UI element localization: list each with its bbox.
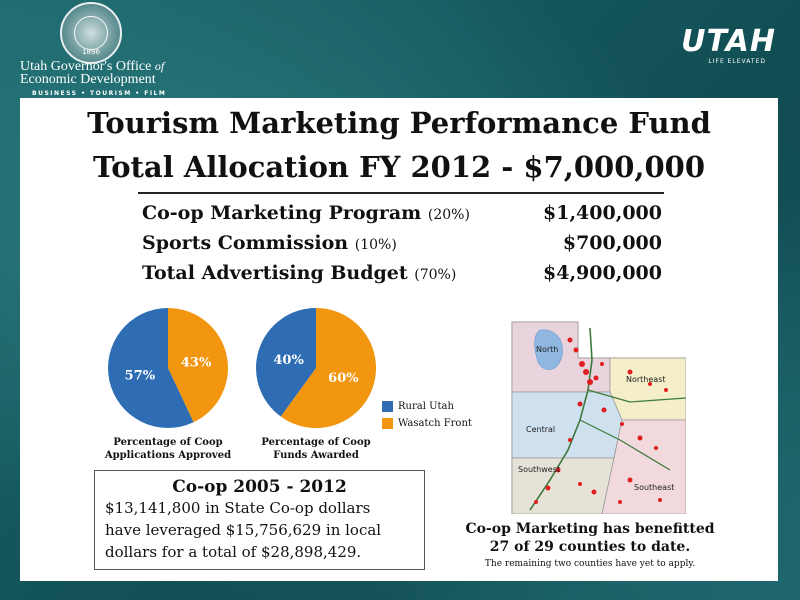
page-title: Tourism Marketing Performance Fund [87, 106, 711, 140]
map-note: The remaining two counties have yet to a… [484, 559, 696, 569]
map-label-northeast: Northeast [626, 375, 666, 384]
allocation-pct: (70%) [414, 267, 457, 283]
map-label-southwest: Southwest [518, 465, 560, 474]
pie-caption-line: Applications Approved [104, 450, 232, 461]
coop-summary-box: Co-op 2005 - 2012 $13,141,800 in State C… [94, 470, 425, 570]
allocation-pct: (10%) [354, 237, 397, 253]
utah-tagline: LIFE ELEVATED [708, 58, 766, 65]
office-line2: Economic Development [20, 72, 156, 87]
map-label-central: Central [526, 425, 555, 434]
allocation-amount: $1,400,000 [543, 202, 662, 224]
seal-year: 1896 [82, 48, 100, 56]
pie-data-label: 60% [328, 371, 359, 386]
legend-label: Rural Utah [398, 401, 454, 412]
pie-data-label: 40% [273, 353, 304, 368]
allocation-name: Sports Commission [142, 232, 349, 254]
map-caption-line2: 27 of 29 counties to date. [489, 539, 691, 555]
allocation-name: Co-op Marketing Program [142, 202, 422, 224]
allocation-pct: (20%) [427, 207, 470, 223]
seal-emblem [74, 16, 108, 50]
coop-line: dollars for a total of $28,898,429. [105, 543, 362, 561]
coop-line: $13,141,800 in State Co-op dollars [105, 499, 371, 517]
title-divider [138, 192, 664, 194]
pie-slice-wasatch [168, 308, 228, 423]
pie-caption-applications: Percentage of Coop Applications Approved [98, 436, 238, 462]
page-subtitle: Total Allocation FY 2012 - $7,000,000 [92, 150, 706, 184]
content-panel: Tourism Marketing Performance Fund Total… [20, 98, 778, 581]
pie-slice-rural [108, 308, 194, 428]
pie-caption-line: Percentage of Coop [113, 437, 223, 448]
pie-caption-line: Percentage of Coop [261, 437, 371, 448]
pie-slice-wasatch [280, 308, 376, 428]
coop-line: have leveraged $15,756,629 in local [105, 521, 382, 539]
utah-logo: UTAH [681, 24, 776, 59]
map-svg: North Northeast Central Southwest Southe… [511, 321, 687, 515]
pie-data-label: 57% [125, 368, 156, 383]
map-label-north: North [536, 345, 558, 354]
office-name: Utah Governor's Office of Economic Devel… [20, 59, 190, 87]
allocation-amount: $4,900,000 [543, 262, 662, 284]
allocation-row: Total Advertising Budget (70%) $4,900,00… [142, 262, 662, 284]
allocation-row: Sports Commission (10%) $700,000 [142, 232, 662, 254]
pie-chart-applications: 43% 57% [106, 306, 230, 430]
allocation-row: Co-op Marketing Program (20%) $1,400,000 [142, 202, 662, 224]
state-seal-logo: 1896 [60, 2, 122, 64]
header: 1896 Utah Governor's Office of Economic … [0, 0, 800, 98]
pie-caption-line: Funds Awarded [273, 450, 359, 461]
pie-chart-funds: 60% 40% [254, 306, 378, 430]
pie-svg-applications: 43% 57% [108, 308, 228, 428]
allocation-amount: $700,000 [562, 232, 662, 254]
office-of: of [154, 59, 165, 73]
legend-swatch [382, 401, 393, 412]
legend-label: Wasatch Front [398, 418, 472, 429]
allocation-name: Total Advertising Budget [142, 262, 408, 284]
pie-caption-funds: Percentage of Coop Funds Awarded [246, 436, 386, 462]
utah-regions-map: North Northeast Central Southwest Southe… [510, 320, 687, 515]
map-caption-line1: Co-op Marketing has benefitted [465, 521, 715, 537]
coop-title: Co-op 2005 - 2012 [172, 477, 347, 497]
map-label-southeast: Southeast [634, 483, 674, 492]
legend-item-wasatch: Wasatch Front [382, 418, 472, 429]
pie-svg-funds: 60% 40% [255, 308, 376, 428]
pie-slice-rural [255, 308, 316, 417]
office-subtitle: BUSINESS • TOURISM • FILM [32, 90, 167, 97]
legend-item-rural: Rural Utah [382, 401, 454, 412]
legend-swatch [382, 418, 393, 429]
office-line1: Utah Governor's Office [20, 59, 152, 74]
pie-data-label: 43% [181, 356, 212, 371]
